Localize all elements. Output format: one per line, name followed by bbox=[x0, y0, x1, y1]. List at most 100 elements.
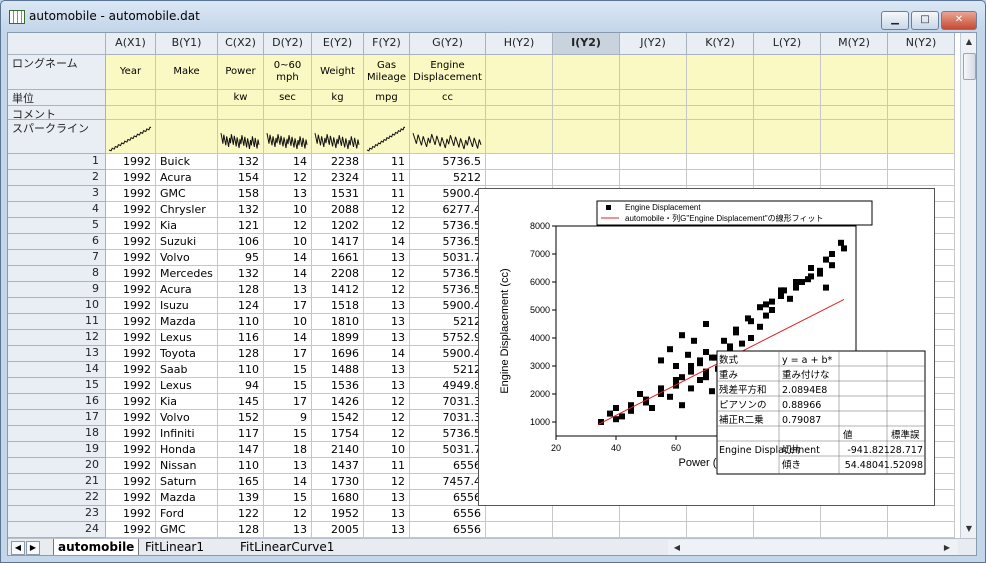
data-cell[interactable]: Toyota bbox=[156, 346, 218, 362]
sparkline-cell[interactable] bbox=[218, 120, 264, 154]
unit-cell[interactable] bbox=[888, 90, 955, 106]
row-number[interactable]: 4 bbox=[8, 202, 106, 218]
data-cell[interactable]: 9 bbox=[264, 410, 312, 426]
data-cell[interactable]: 132 bbox=[218, 266, 264, 282]
data-cell[interactable]: 12 bbox=[364, 394, 410, 410]
data-cell[interactable]: 1417 bbox=[312, 234, 364, 250]
column-header[interactable]: C(X2) bbox=[218, 33, 264, 55]
comment-cell[interactable] bbox=[218, 106, 264, 120]
maximize-button[interactable]: □ bbox=[911, 11, 939, 30]
data-cell[interactable]: 122 bbox=[218, 506, 264, 522]
data-cell[interactable]: 5736.5 bbox=[410, 234, 486, 250]
data-cell[interactable]: 15 bbox=[264, 362, 312, 378]
data-cell[interactable]: 1992 bbox=[106, 378, 156, 394]
data-cell[interactable]: Honda bbox=[156, 442, 218, 458]
column-header[interactable]: F(Y2) bbox=[364, 33, 410, 55]
comment-cell[interactable] bbox=[821, 106, 888, 120]
data-cell[interactable]: 5736.5 bbox=[410, 282, 486, 298]
data-cell[interactable]: 13 bbox=[364, 314, 410, 330]
sparkline-cell[interactable] bbox=[821, 120, 888, 154]
data-cell[interactable]: Volvo bbox=[156, 410, 218, 426]
empty-cell[interactable] bbox=[821, 154, 888, 170]
row-number[interactable]: 11 bbox=[8, 314, 106, 330]
row-number[interactable]: 13 bbox=[8, 346, 106, 362]
row-number[interactable]: 17 bbox=[8, 410, 106, 426]
column-header[interactable]: M(Y2) bbox=[821, 33, 888, 55]
comment-cell[interactable] bbox=[364, 106, 410, 120]
data-cell[interactable]: 17 bbox=[264, 346, 312, 362]
data-cell[interactable]: 1730 bbox=[312, 474, 364, 490]
data-cell[interactable]: 1810 bbox=[312, 314, 364, 330]
column-header[interactable]: H(Y2) bbox=[486, 33, 553, 55]
scroll-thumb[interactable] bbox=[963, 53, 976, 80]
empty-cell[interactable] bbox=[687, 170, 754, 186]
data-cell[interactable]: 1992 bbox=[106, 474, 156, 490]
data-cell[interactable]: 158 bbox=[218, 186, 264, 202]
row-number[interactable]: 3 bbox=[8, 186, 106, 202]
data-cell[interactable]: 132 bbox=[218, 202, 264, 218]
data-cell[interactable]: Kia bbox=[156, 394, 218, 410]
data-cell[interactable]: 1412 bbox=[312, 282, 364, 298]
empty-cell[interactable] bbox=[888, 154, 955, 170]
data-cell[interactable]: 145 bbox=[218, 394, 264, 410]
comment-cell[interactable] bbox=[264, 106, 312, 120]
data-cell[interactable]: 12 bbox=[364, 282, 410, 298]
data-cell[interactable]: 14 bbox=[264, 250, 312, 266]
data-cell[interactable]: 13 bbox=[364, 490, 410, 506]
data-cell[interactable]: 6556 bbox=[410, 458, 486, 474]
data-cell[interactable]: 124 bbox=[218, 298, 264, 314]
comment-cell[interactable] bbox=[486, 106, 553, 120]
sparkline-cell[interactable] bbox=[264, 120, 312, 154]
data-cell[interactable]: 165 bbox=[218, 474, 264, 490]
row-number[interactable]: 9 bbox=[8, 282, 106, 298]
data-cell[interactable]: 110 bbox=[218, 458, 264, 474]
data-cell[interactable]: 12 bbox=[264, 218, 312, 234]
data-cell[interactable]: 128 bbox=[218, 522, 264, 538]
title-bar[interactable]: automobile - automobile.dat ▁ □ ✕ bbox=[1, 1, 985, 31]
row-number[interactable]: 18 bbox=[8, 426, 106, 442]
data-cell[interactable]: 154 bbox=[218, 170, 264, 186]
empty-cell[interactable] bbox=[687, 506, 754, 522]
column-header[interactable]: G(Y2) bbox=[410, 33, 486, 55]
data-cell[interactable]: 106 bbox=[218, 234, 264, 250]
data-cell[interactable]: 11 bbox=[364, 154, 410, 170]
data-cell[interactable]: 1488 bbox=[312, 362, 364, 378]
data-cell[interactable]: Saab bbox=[156, 362, 218, 378]
data-cell[interactable]: 1992 bbox=[106, 234, 156, 250]
data-cell[interactable]: 12 bbox=[364, 266, 410, 282]
sheet-tab[interactable]: FitLinearCurve1 bbox=[240, 540, 335, 554]
data-cell[interactable]: 2005 bbox=[312, 522, 364, 538]
data-cell[interactable]: Kia bbox=[156, 218, 218, 234]
sparkline-cell[interactable] bbox=[410, 120, 486, 154]
data-cell[interactable]: Infiniti bbox=[156, 426, 218, 442]
longname-cell[interactable]: Power bbox=[218, 55, 264, 90]
row-number[interactable]: 16 bbox=[8, 394, 106, 410]
data-cell[interactable]: 10 bbox=[264, 202, 312, 218]
longname-cell[interactable] bbox=[687, 55, 754, 90]
data-cell[interactable]: 12 bbox=[364, 474, 410, 490]
data-cell[interactable]: 1680 bbox=[312, 490, 364, 506]
data-cell[interactable]: 5031.7 bbox=[410, 250, 486, 266]
empty-cell[interactable] bbox=[888, 170, 955, 186]
column-header[interactable]: B(Y1) bbox=[156, 33, 218, 55]
data-cell[interactable]: 13 bbox=[264, 186, 312, 202]
data-cell[interactable]: 1992 bbox=[106, 250, 156, 266]
data-cell[interactable]: 1992 bbox=[106, 458, 156, 474]
empty-cell[interactable] bbox=[821, 506, 888, 522]
empty-cell[interactable] bbox=[620, 522, 687, 538]
unit-cell[interactable]: kw bbox=[218, 90, 264, 106]
row-number[interactable]: 20 bbox=[8, 458, 106, 474]
comment-cell[interactable] bbox=[754, 106, 821, 120]
data-cell[interactable]: 1437 bbox=[312, 458, 364, 474]
row-number[interactable]: 1 bbox=[8, 154, 106, 170]
empty-cell[interactable] bbox=[553, 170, 620, 186]
comment-cell[interactable] bbox=[156, 106, 218, 120]
vertical-scrollbar[interactable]: ▲ ▼ bbox=[960, 33, 976, 538]
sparkline-cell[interactable] bbox=[754, 120, 821, 154]
data-cell[interactable]: 15 bbox=[264, 426, 312, 442]
longname-cell[interactable] bbox=[888, 55, 955, 90]
data-cell[interactable]: 14 bbox=[264, 474, 312, 490]
data-cell[interactable]: 13 bbox=[364, 330, 410, 346]
embedded-graph[interactable]: 2040608010010002000300040005000600070008… bbox=[478, 188, 935, 506]
data-cell[interactable]: 110 bbox=[218, 314, 264, 330]
